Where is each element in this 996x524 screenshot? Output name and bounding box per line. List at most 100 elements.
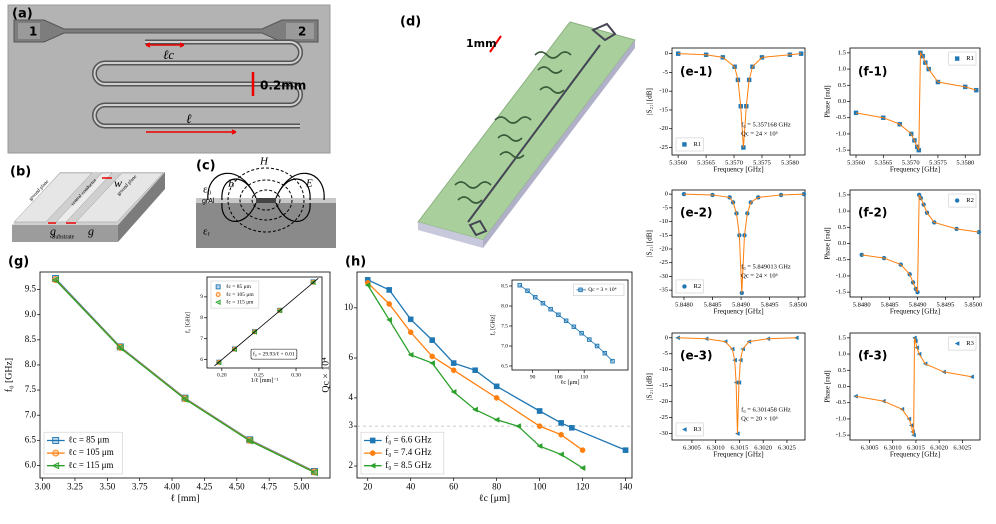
marker	[569, 425, 575, 431]
marker	[571, 324, 577, 330]
panel-label: (c)	[196, 159, 216, 174]
x-tick-label: 140	[619, 481, 633, 491]
y-tick-label: 1.5	[838, 334, 846, 341]
y-tick-label: -0.5	[836, 114, 846, 121]
y-tick-label: 8.0	[25, 359, 37, 369]
y-axis-label: Phase [rad]	[824, 227, 832, 259]
y-tick-label: 0.0	[838, 240, 846, 247]
plot-area	[849, 332, 981, 441]
marker	[540, 300, 546, 306]
marker	[450, 360, 457, 366]
y-axis-label: f₀ [GHz]	[490, 314, 497, 335]
y-tick-label: -25	[659, 144, 668, 151]
legend-marker	[369, 437, 376, 444]
x-tick-label: 5.8495	[761, 301, 779, 308]
marker	[602, 350, 608, 356]
legend-marker	[578, 287, 583, 293]
marker	[429, 337, 435, 343]
marker	[558, 420, 564, 426]
e-field	[207, 172, 325, 222]
x-tick-label: 6.3015	[731, 444, 749, 451]
x-tick-label: 0.20	[217, 373, 227, 379]
marker	[563, 318, 569, 324]
legend-marker	[215, 284, 221, 290]
y-axis-label: f₀ [GHz]	[185, 312, 192, 333]
y-tick-label: 1.5	[838, 191, 846, 198]
legend	[675, 279, 704, 294]
y-tick-label: 0.0	[838, 98, 846, 105]
x-tick-label: 4.50	[229, 481, 245, 491]
marker	[493, 383, 500, 390]
annotation: f₀ = 6.301458 GHz	[741, 407, 791, 414]
substrate-label: Substrate	[52, 234, 75, 240]
y-tick-label: 8	[200, 315, 203, 321]
x-tick-label: 60	[449, 481, 459, 491]
y-tick-label: 7.5	[501, 323, 508, 329]
marker	[558, 431, 564, 438]
series-line	[678, 53, 802, 148]
x-tick-label: 5.3580	[781, 159, 799, 166]
x-tick-label: 6.3005	[861, 444, 879, 451]
x-axis-label: Frequency [GHz]	[713, 308, 763, 316]
y-tick-label: 0.5	[838, 82, 846, 89]
y-tick-label: 6	[200, 357, 203, 363]
legend-label: Qc = 3 × 10⁴	[588, 287, 616, 293]
marker	[536, 408, 543, 414]
annotation-box	[250, 348, 298, 360]
x-tick-label: 4.75	[261, 481, 277, 491]
y-tick-label: -25	[659, 414, 668, 421]
y-tick-label: -15	[659, 232, 668, 239]
gap-markers	[48, 177, 112, 224]
marker	[532, 294, 538, 300]
y-tick-label: -1.0	[836, 130, 846, 137]
marker	[386, 301, 393, 307]
marker	[472, 406, 478, 413]
g-label: g	[50, 224, 56, 238]
x-tick-label: 6.3010	[884, 444, 902, 451]
y-tick-label: 2	[349, 460, 354, 470]
legend-label: R2	[966, 197, 974, 204]
y-axis-label: |S₂₁| [dB]	[646, 88, 654, 115]
y-tick-label: 4	[349, 392, 354, 402]
substrate-front	[12, 225, 118, 242]
x-tick-label: 6.3015	[907, 444, 925, 451]
legend-label: f₀ = 8.5 GHz	[385, 460, 431, 470]
x-tick-label: 5.3575	[753, 159, 771, 166]
legend-label: R1	[966, 55, 974, 62]
y-tick-label: -20	[659, 125, 668, 132]
x-axis-label: ℓc [μm]	[479, 493, 510, 504]
h-field	[227, 167, 305, 233]
x-tick-label: 3.75	[132, 481, 148, 491]
x-tick-label: 5.3565	[697, 159, 715, 166]
x-axis-label: Frequency [GHz]	[713, 451, 763, 459]
feedline	[13, 19, 319, 43]
w-label: w	[114, 176, 122, 190]
y-tick-label: -1.0	[836, 272, 846, 279]
x-tick-label: 100	[554, 375, 563, 381]
x-tick-label: 120	[576, 481, 590, 491]
marker	[558, 451, 564, 458]
scale-bar	[489, 35, 502, 53]
plot-area	[671, 189, 806, 298]
legend-label: ℓc = 105 μm	[68, 447, 113, 457]
substrate	[196, 203, 336, 248]
y-axis-label: |S₂₁| [dB]	[646, 230, 654, 257]
marker	[622, 447, 629, 453]
x-tick-label: 5.8500	[964, 301, 982, 308]
panel-label: (b)	[10, 165, 31, 180]
marker	[579, 330, 584, 336]
x-axis-label: Frequency [GHz]	[890, 451, 940, 459]
x-tick-label: 5.8480	[675, 301, 693, 308]
marker	[969, 374, 974, 380]
legend-marker	[51, 461, 60, 470]
series-line	[683, 193, 804, 293]
y-tick-label: -10	[659, 88, 668, 95]
x-tick-label: 5.8500	[789, 301, 807, 308]
e-label: E⃗	[227, 178, 243, 190]
y-tick-label: 0	[665, 50, 668, 57]
y-tick-label: 6.5	[25, 434, 37, 444]
annotation: Qc = 24 × 10³	[741, 130, 777, 137]
x-tick-label: 6.3020	[930, 444, 948, 451]
legend-label: ℓc = 105 μm	[226, 292, 255, 298]
chip-side	[418, 222, 483, 248]
